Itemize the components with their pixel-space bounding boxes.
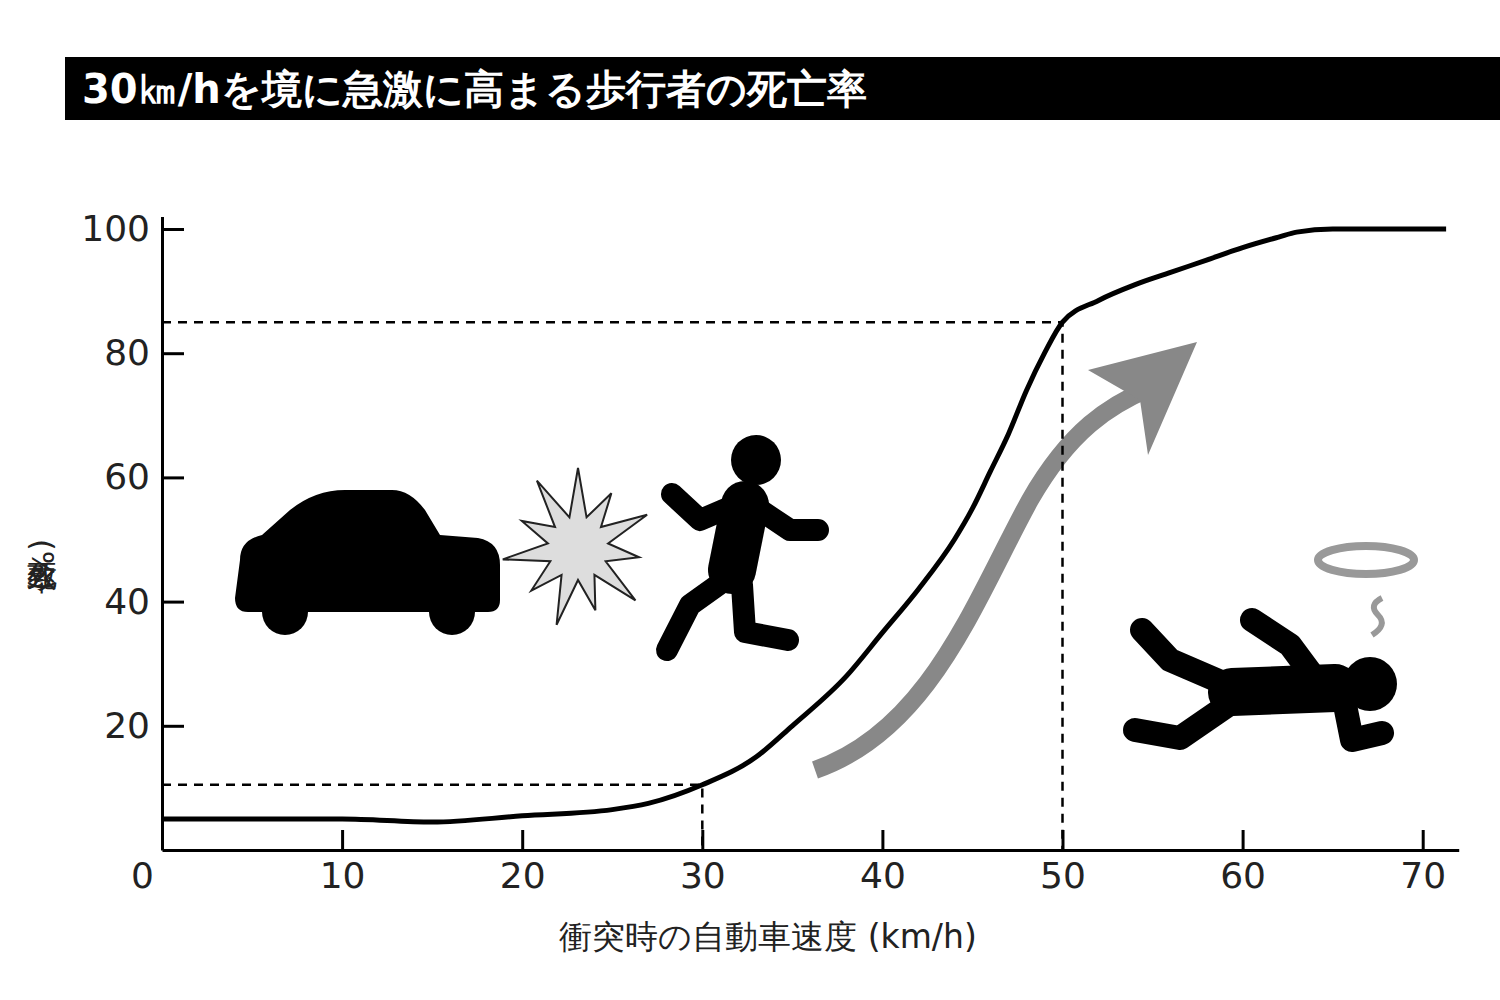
tick-mark [162, 228, 184, 231]
person-head [731, 435, 781, 485]
tick-mark [162, 601, 184, 604]
tick-mark [701, 830, 704, 850]
tick-mark [521, 830, 524, 850]
tick-mark [162, 352, 184, 355]
tick-mark [881, 830, 884, 850]
title-banner [65, 57, 1500, 120]
axis-line [161, 217, 164, 850]
plot-area [162, 229, 1446, 850]
tick-mark [162, 476, 184, 479]
tick: 20 [104, 705, 184, 746]
tick-mark [162, 725, 184, 728]
tick: 60 [104, 456, 184, 497]
fallen-person [1135, 620, 1397, 740]
tick-label: 30 [680, 855, 726, 896]
x-axis-title: 衝突時の自動車速度 (km/h) [559, 917, 977, 956]
tick: 100 [81, 208, 184, 249]
tick-label: 10 [320, 855, 366, 896]
y-axis-title: 致死率(%) [25, 539, 60, 594]
tick-mark [1062, 830, 1065, 850]
tick: 10 [320, 830, 366, 896]
person-limb [742, 585, 788, 640]
tick-label: 60 [104, 456, 150, 497]
y-axis: 20 40 60 80 100 [81, 208, 184, 850]
tick-mark [1422, 830, 1425, 850]
person-limb [667, 580, 725, 650]
x-axis: 0 10 20 30 40 50 60 70 [131, 830, 1459, 896]
tick: 20 [500, 830, 546, 896]
axis-line [163, 849, 1460, 852]
arrow-head [1088, 342, 1197, 455]
tick: 60 [1220, 830, 1266, 896]
tick-mark [341, 830, 344, 850]
tick-label: 60 [1220, 855, 1266, 896]
explosion-icon [503, 468, 647, 625]
person-limb [1345, 705, 1382, 740]
tick: 40 [860, 830, 906, 896]
halo-squiggle [1372, 598, 1382, 635]
halo [1318, 546, 1414, 574]
arrow-shaft [815, 388, 1150, 770]
tick-label: 40 [104, 581, 150, 622]
reference-line [162, 322, 1063, 850]
tick: 40 [104, 581, 184, 622]
tick-mark [1242, 830, 1245, 850]
person-limb [1142, 630, 1228, 685]
chart: 30㎞/hを境に急激に高まる歩行者の死亡率 0 10 20 30 40 50 60 70 20 40… [0, 0, 1500, 1000]
data-line [162, 229, 1446, 822]
title: 30㎞/hを境に急激に高まる歩行者の死亡率 [82, 66, 867, 112]
tick-label: 80 [104, 332, 150, 373]
illustrations [235, 342, 1414, 770]
person-limb [672, 494, 735, 520]
tick: 50 [1040, 830, 1086, 896]
tick-label: 70 [1400, 855, 1446, 896]
person-body [1232, 688, 1335, 692]
tick: 80 [104, 332, 184, 373]
tick: 30 [680, 830, 726, 896]
tick-label: 20 [104, 705, 150, 746]
tick-label: 50 [1040, 855, 1086, 896]
tick-label: 20 [500, 855, 546, 896]
tick-label: 100 [81, 208, 150, 249]
running-person [667, 435, 818, 650]
tick-label: 0 [131, 855, 154, 896]
person-limb [760, 510, 818, 530]
car-wheel [429, 589, 475, 635]
tick: 0 [131, 830, 162, 896]
person-limb [1252, 620, 1310, 672]
person-limb [1135, 705, 1228, 738]
tick-label: 40 [860, 855, 906, 896]
car-wheel [262, 589, 308, 635]
tick: 70 [1400, 830, 1446, 896]
